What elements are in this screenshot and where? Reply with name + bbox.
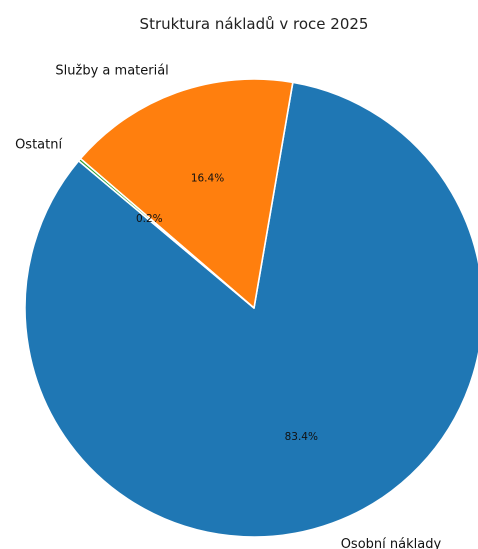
pie-slice-1 [79, 78, 294, 309]
chart-title: Struktura nákladů v roce 2025 [140, 15, 369, 33]
pie-labels: 83.4% Osobní náklady 16.4% Služby a materiá… [15, 63, 441, 549]
pie-slice-0 [24, 81, 478, 538]
pie-category-label-0: Osobní náklady [341, 537, 442, 549]
pie-pct-label-1: 16.4% [191, 173, 224, 185]
pie-category-label-2: Ostatní [15, 137, 62, 152]
pie-slice-2 [77, 157, 255, 309]
pie-pct-label-0: 83.4% [285, 431, 318, 443]
pie-slices [24, 78, 478, 538]
pie-pct-label-2: 0.2% [136, 213, 163, 225]
pie-category-label-1: Služby a materiál [55, 63, 168, 78]
